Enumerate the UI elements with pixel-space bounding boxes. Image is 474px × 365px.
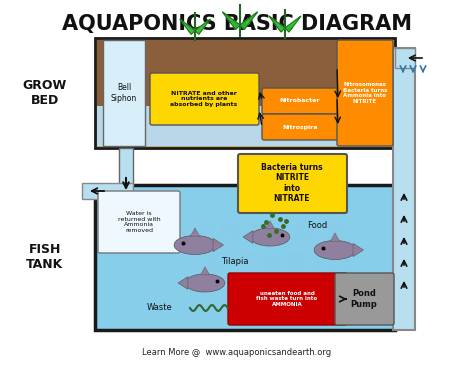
Ellipse shape (185, 274, 225, 292)
Text: & EARTH: & EARTH (203, 250, 353, 280)
Polygon shape (265, 221, 274, 229)
Polygon shape (180, 19, 195, 34)
Bar (95, 185, 395, 330)
FancyBboxPatch shape (238, 154, 347, 213)
Text: Bell
Siphon: Bell Siphon (111, 83, 137, 103)
Text: Nitrospira: Nitrospira (283, 124, 318, 130)
Polygon shape (201, 267, 210, 275)
Polygon shape (285, 16, 301, 32)
Text: FISH
TANK: FISH TANK (27, 243, 64, 271)
FancyBboxPatch shape (262, 88, 338, 114)
Bar (95, 38, 395, 148)
Text: Nitrosomonas
Bacteria turns
Ammonia into
NITRITE: Nitrosomonas Bacteria turns Ammonia into… (343, 82, 387, 104)
Polygon shape (213, 238, 224, 251)
Polygon shape (243, 231, 253, 243)
Polygon shape (330, 233, 340, 242)
FancyBboxPatch shape (335, 273, 394, 325)
Polygon shape (190, 228, 200, 237)
Text: Bacteria turns
NITRITE
into
NITRATE: Bacteria turns NITRITE into NITRATE (261, 163, 323, 203)
Bar (119, 148, 133, 185)
Text: uneaten food and
fish waste turn into
AMMONIA: uneaten food and fish waste turn into AM… (256, 291, 318, 307)
Ellipse shape (174, 235, 216, 254)
Polygon shape (222, 12, 240, 30)
Text: Food: Food (307, 220, 327, 230)
Ellipse shape (250, 228, 290, 246)
Polygon shape (353, 243, 364, 257)
Bar (97, 106, 393, 146)
Polygon shape (178, 277, 188, 289)
FancyBboxPatch shape (150, 73, 259, 125)
Bar (393, 48, 415, 330)
FancyBboxPatch shape (337, 40, 393, 146)
FancyBboxPatch shape (98, 191, 180, 253)
Text: NITRATE and other
nutrients are
absorbed by plants: NITRATE and other nutrients are absorbed… (170, 91, 237, 107)
FancyBboxPatch shape (262, 114, 338, 140)
Text: Tilapia: Tilapia (221, 257, 249, 265)
Text: Nitrobacter: Nitrobacter (280, 99, 320, 104)
Text: Waste: Waste (147, 304, 173, 312)
Ellipse shape (314, 241, 356, 260)
Text: aponics: aponics (192, 216, 348, 250)
Polygon shape (195, 19, 210, 34)
Text: Pond
Pump: Pond Pump (351, 289, 377, 309)
Polygon shape (269, 16, 285, 32)
Text: Water is
returned with
Ammonia
removed: Water is returned with Ammonia removed (118, 211, 160, 233)
Bar (103, 40, 145, 146)
Text: AQUAPONICS BASIC DIAGRAM: AQUAPONICS BASIC DIAGRAM (62, 14, 412, 34)
Bar (82, 183, 133, 199)
Text: GROW
BED: GROW BED (23, 79, 67, 107)
Text: Learn More @  www.aquaponicsandearth.org: Learn More @ www.aquaponicsandearth.org (143, 348, 331, 357)
Bar (97, 40, 393, 106)
Bar (395, 48, 415, 68)
Polygon shape (240, 12, 257, 30)
FancyBboxPatch shape (228, 273, 347, 325)
